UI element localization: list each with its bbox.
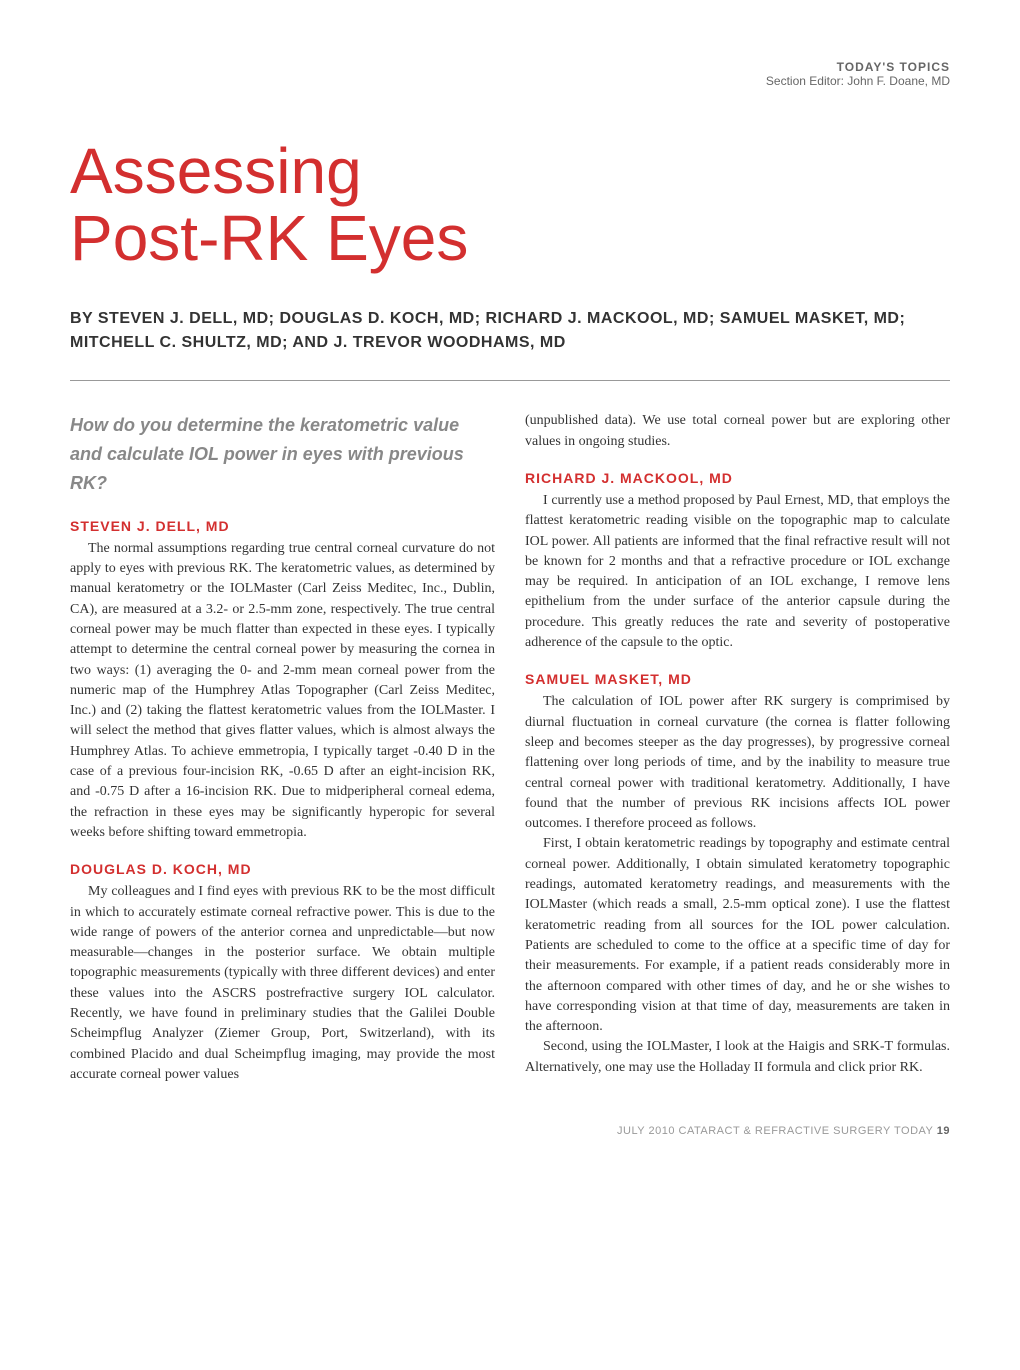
- masket-paragraph-1: The calculation of IOL power after RK su…: [525, 692, 950, 834]
- author-masket-name: SAMUEL MASKET, MD: [525, 671, 950, 687]
- page-header: TODAY'S TOPICS Section Editor: John F. D…: [70, 60, 950, 88]
- koch-paragraph: My colleagues and I find eyes with previ…: [70, 882, 495, 1085]
- footer-page-number: 19: [937, 1125, 950, 1137]
- header-topic: TODAY'S TOPICS: [70, 60, 950, 74]
- title-line-2: Post-RK Eyes: [70, 202, 468, 274]
- footer-publication: CATARACT & REFRACTIVE SURGERY TODAY: [679, 1125, 934, 1137]
- title-line-1: Assessing: [70, 135, 362, 207]
- masket-paragraph-2: First, I obtain keratometric readings by…: [525, 834, 950, 1037]
- author-mackool-name: RICHARD J. MACKOOL, MD: [525, 470, 950, 486]
- article-question: How do you determine the keratometric va…: [70, 411, 495, 497]
- article-byline: BY STEVEN J. DELL, MD; DOUGLAS D. KOCH, …: [70, 307, 950, 355]
- header-editor: Section Editor: John F. Doane, MD: [70, 74, 950, 88]
- author-koch-text: My colleagues and I find eyes with previ…: [70, 882, 495, 1085]
- mackool-paragraph: I currently use a method proposed by Pau…: [525, 491, 950, 653]
- author-koch-name: DOUGLAS D. KOCH, MD: [70, 861, 495, 877]
- page-footer: JULY 2010 CATARACT & REFRACTIVE SURGERY …: [70, 1125, 950, 1137]
- article-title: Assessing Post-RK Eyes: [70, 138, 950, 272]
- dell-paragraph: The normal assumptions regarding true ce…: [70, 539, 495, 843]
- koch-continuation: (unpublished data). We use total corneal…: [525, 411, 950, 452]
- section-divider: [70, 380, 950, 381]
- right-column: (unpublished data). We use total corneal…: [525, 411, 950, 1085]
- author-masket-text: The calculation of IOL power after RK su…: [525, 692, 950, 1078]
- left-column: How do you determine the keratometric va…: [70, 411, 495, 1085]
- masket-paragraph-3: Second, using the IOLMaster, I look at t…: [525, 1037, 950, 1078]
- author-mackool-text: I currently use a method proposed by Pau…: [525, 491, 950, 653]
- author-dell-text: The normal assumptions regarding true ce…: [70, 539, 495, 843]
- footer-date: JULY 2010: [617, 1125, 675, 1137]
- content-columns: How do you determine the keratometric va…: [70, 411, 950, 1085]
- author-dell-name: STEVEN J. DELL, MD: [70, 518, 495, 534]
- koch-paragraph-cont: (unpublished data). We use total corneal…: [525, 411, 950, 452]
